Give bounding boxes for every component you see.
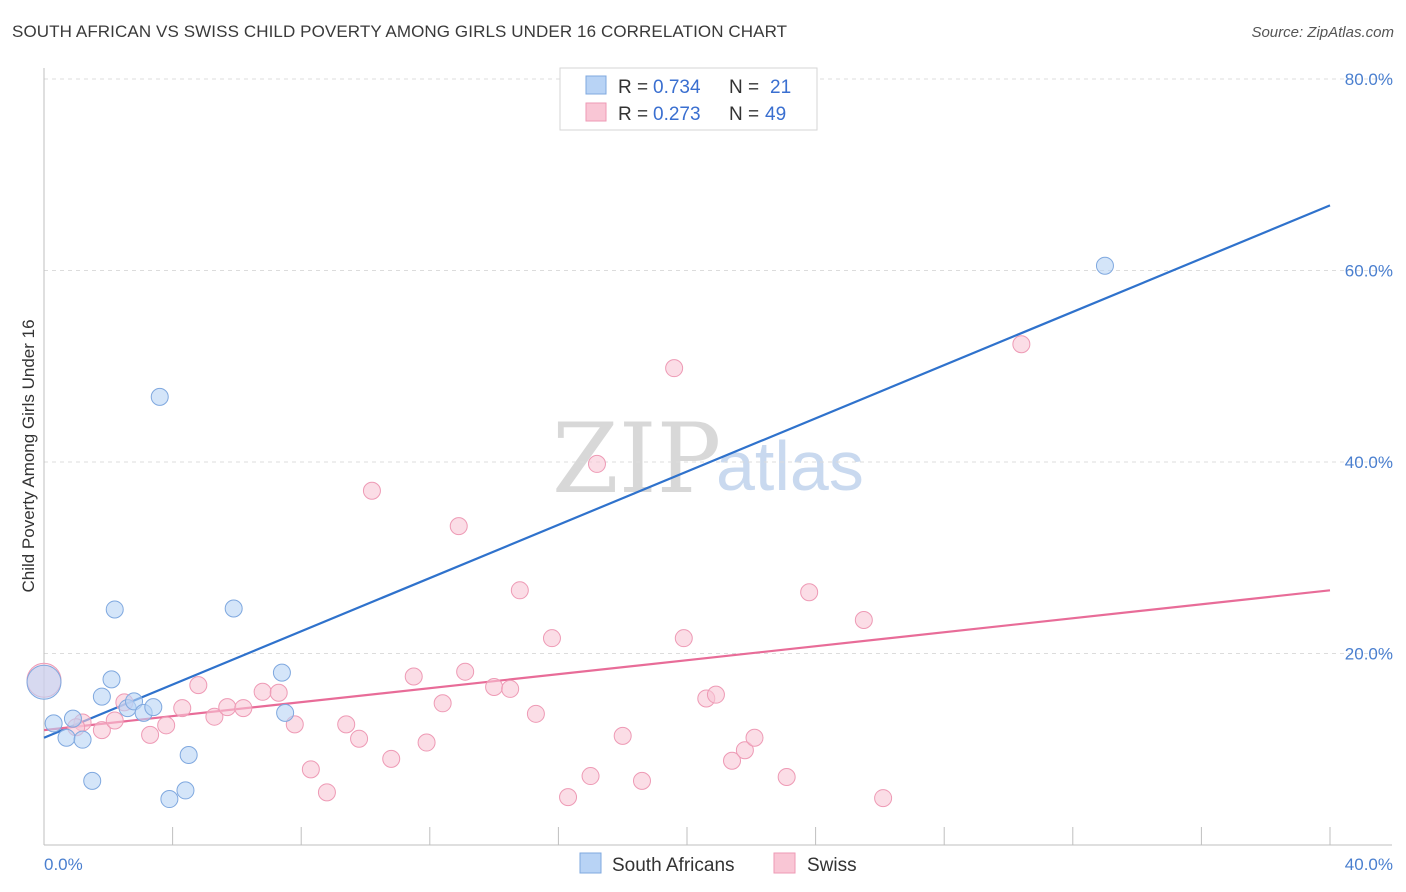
- point-south-africans: [272, 663, 291, 682]
- legend-label-south-africans: South Africans: [612, 855, 735, 876]
- legend-r-value: 0.273: [653, 104, 701, 125]
- point-swiss: [269, 683, 288, 702]
- axes: [43, 68, 1392, 846]
- point-swiss: [253, 682, 272, 701]
- point-swiss: [1012, 335, 1031, 354]
- point-south-africans: [73, 730, 92, 749]
- point-swiss: [317, 783, 336, 802]
- point-swiss: [92, 721, 111, 740]
- point-swiss: [173, 699, 192, 718]
- point-south-africans: [102, 670, 121, 689]
- point-south-africans: [1095, 256, 1114, 275]
- point-south-africans: [57, 728, 76, 747]
- point-south-africans: [92, 687, 111, 706]
- legend-r-label: R =: [618, 77, 648, 98]
- y-tick-label: 20.0%: [1345, 645, 1393, 664]
- trend-line-swiss: [43, 589, 1331, 732]
- trend-lines: [43, 204, 1331, 739]
- series-legend: South Africans Swiss: [579, 852, 857, 876]
- point-swiss: [285, 715, 304, 734]
- point-south-africans: [176, 781, 195, 800]
- legend-n-value: 49: [765, 104, 786, 125]
- point-south-africans: [144, 698, 163, 717]
- point-swiss: [105, 711, 124, 730]
- legend-swatch-south-africans: [585, 75, 607, 95]
- point-swiss: [350, 729, 369, 748]
- y-tick-label: 60.0%: [1345, 262, 1393, 281]
- point-swiss: [665, 359, 684, 378]
- point-swiss: [301, 760, 320, 779]
- legend-swatch-swiss: [773, 852, 796, 874]
- point-swiss: [777, 768, 796, 787]
- point-swiss: [745, 728, 764, 747]
- point-swiss: [141, 725, 160, 744]
- watermark-atlas: atlas: [716, 427, 864, 505]
- point-swiss: [706, 685, 725, 704]
- source-label: Source: ZipAtlas.com: [1251, 24, 1394, 41]
- legend-r-label: R =: [618, 104, 648, 125]
- y-tick-label: 40.0%: [1345, 453, 1393, 472]
- point-south-africans: [179, 745, 198, 764]
- chart-title: SOUTH AFRICAN VS SWISS CHILD POVERTY AMO…: [12, 22, 788, 41]
- point-swiss: [632, 771, 651, 790]
- grid-lines: [44, 78, 1392, 654]
- legend-n-label: N =: [729, 104, 759, 125]
- point-swiss: [234, 699, 253, 718]
- point-swiss: [613, 726, 632, 745]
- point-south-africans: [26, 664, 62, 700]
- point-swiss: [854, 610, 873, 629]
- point-swiss: [404, 667, 423, 686]
- point-swiss: [382, 749, 401, 768]
- point-swiss: [157, 716, 176, 735]
- legend-label-swiss: Swiss: [807, 855, 857, 876]
- point-swiss: [874, 789, 893, 808]
- x-tick-label: 0.0%: [44, 855, 83, 874]
- legend-n-value: 21: [770, 77, 791, 98]
- trend-line-south-africans: [43, 204, 1331, 739]
- data-points: [26, 256, 1114, 809]
- point-swiss: [485, 678, 504, 697]
- point-south-africans: [160, 790, 179, 809]
- watermark-zip: ZIP: [552, 403, 721, 515]
- point-swiss: [542, 629, 561, 648]
- point-swiss: [205, 707, 224, 726]
- legend-swatch-swiss: [585, 102, 607, 122]
- point-swiss: [510, 581, 529, 600]
- point-swiss: [189, 676, 208, 695]
- point-south-africans: [44, 714, 63, 733]
- point-swiss: [674, 629, 693, 648]
- point-swiss: [587, 454, 606, 473]
- point-south-africans: [125, 692, 144, 711]
- x-tick-label: 40.0%: [1345, 855, 1393, 874]
- point-swiss: [723, 751, 742, 770]
- point-swiss: [362, 481, 381, 500]
- legend-n-label: N =: [729, 77, 759, 98]
- point-south-africans: [63, 709, 82, 728]
- point-swiss: [581, 767, 600, 786]
- point-south-africans: [83, 771, 102, 790]
- point-south-africans: [150, 387, 169, 406]
- point-south-africans: [276, 703, 295, 722]
- y-axis-label: Child Poverty Among Girls Under 16: [19, 319, 38, 592]
- point-swiss: [449, 517, 468, 536]
- stats-legend: R = 0.734 N = 21 R = 0.273 N = 49: [559, 67, 818, 131]
- point-swiss: [218, 698, 237, 717]
- point-south-africans: [105, 600, 124, 619]
- point-swiss: [433, 694, 452, 713]
- point-swiss: [559, 788, 578, 807]
- point-swiss: [417, 733, 436, 752]
- y-tick-label: 80.0%: [1345, 70, 1393, 89]
- point-swiss: [501, 679, 520, 698]
- legend-r-value: 0.734: [653, 77, 701, 98]
- legend-swatch-south-africans: [579, 852, 602, 874]
- point-swiss: [735, 741, 754, 760]
- point-swiss: [526, 704, 545, 723]
- point-swiss: [337, 715, 356, 734]
- point-swiss: [456, 662, 475, 681]
- point-south-africans: [224, 599, 243, 618]
- tick-labels: 20.0% 40.0% 60.0% 80.0% 0.0% 40.0%: [44, 70, 1393, 874]
- point-swiss: [800, 583, 819, 602]
